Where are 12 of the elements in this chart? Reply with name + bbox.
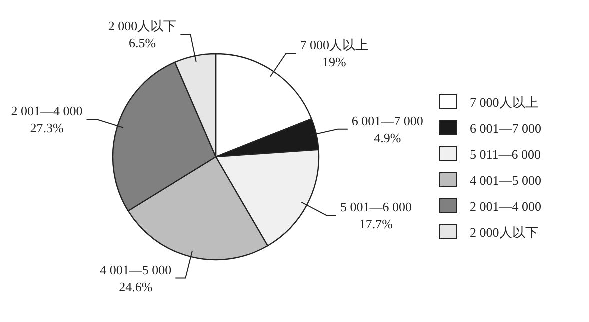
data-label: 6 001—7 000 4.9% (352, 113, 424, 146)
legend-label: 5 011—6 000 (470, 147, 542, 162)
legend-label: 2 000人以下 (470, 225, 538, 240)
data-label: 7 000人以上 19% (300, 38, 369, 70)
legend-label: 7 000人以上 (470, 95, 538, 110)
legend-label: 6 001—7 000 (470, 121, 542, 136)
legend-label: 2 001—4 000 (470, 199, 542, 214)
data-label: 2 000人以下 6.5% (108, 18, 177, 51)
data-label: 4 001—5 000 24.6% (100, 262, 172, 294)
data-label: 5 001—6 000 17.7% (340, 199, 412, 232)
data-label: 2 001—4 000 27.3% (11, 103, 83, 136)
legend-label: 4 001—5 000 (470, 173, 542, 188)
